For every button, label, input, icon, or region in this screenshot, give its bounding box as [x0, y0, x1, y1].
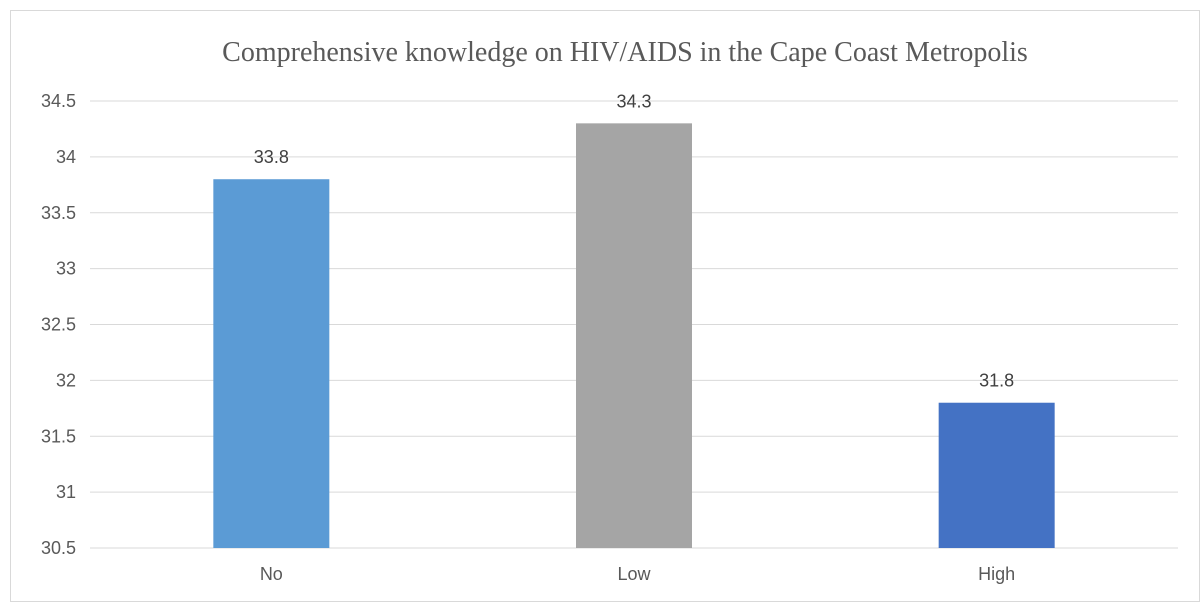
y-tick-label: 32 [56, 370, 76, 390]
x-tick-label: High [978, 564, 1015, 584]
data-label: 33.8 [254, 147, 289, 167]
chart-title: Comprehensive knowledge on HIV/AIDS in t… [222, 37, 1028, 68]
y-tick-label: 34 [56, 147, 76, 167]
y-axis: 30.5 31 31.5 32 32.5 33 33.5 34 34.5 [41, 91, 76, 558]
y-tick-label: 31 [56, 482, 76, 502]
bar-no [213, 179, 330, 548]
y-tick-label: 34.5 [41, 91, 76, 111]
y-tick-label: 30.5 [41, 538, 76, 558]
data-label: 31.8 [979, 371, 1014, 391]
x-tick-label: No [260, 564, 283, 584]
y-tick-label: 33.5 [41, 203, 76, 223]
y-tick-label: 32.5 [41, 315, 76, 335]
y-tick-label: 33 [56, 259, 76, 279]
x-axis: No Low High [260, 564, 1015, 584]
bars [213, 123, 1055, 548]
data-labels: 33.8 34.3 31.8 [254, 91, 1014, 390]
bar-high [938, 402, 1055, 548]
x-tick-label: Low [617, 564, 651, 584]
data-label: 34.3 [616, 91, 651, 111]
y-tick-label: 31.5 [41, 426, 76, 446]
bar-low [576, 123, 692, 548]
